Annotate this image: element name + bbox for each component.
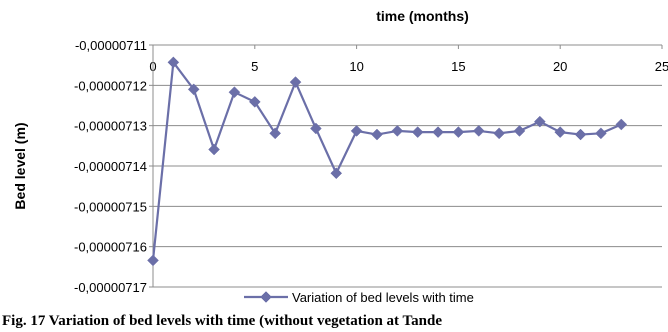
y-tick-label: -0,00000711	[75, 38, 147, 53]
data-point	[391, 125, 404, 137]
data-point	[411, 126, 424, 138]
data-point	[472, 125, 485, 137]
data-point	[371, 128, 383, 141]
x-tick-label: 15	[451, 59, 465, 74]
y-axis: -0,00000711 -0,00000712 -0,00000713 -0,0000…	[74, 38, 154, 295]
data-point	[554, 126, 567, 138]
y-tick-label: -0,00000717	[74, 280, 147, 295]
data-point	[167, 56, 180, 69]
data-point	[208, 143, 220, 156]
x-tick-label: 5	[251, 59, 258, 74]
y-tick-label: -0,00000712	[74, 78, 147, 93]
data-point	[330, 167, 343, 180]
data-point	[432, 126, 444, 138]
data-point	[228, 86, 241, 99]
data-point	[269, 127, 282, 140]
gridlines	[153, 44, 662, 288]
legend-marker	[260, 291, 272, 303]
data-point	[513, 125, 526, 137]
data-point	[187, 83, 200, 96]
legend: Variation of bed levels with time	[244, 290, 474, 305]
x-tick-label: 25	[655, 59, 668, 74]
x-axis-title: time (months)	[376, 8, 469, 24]
series-line	[151, 61, 622, 261]
y-tick-label: -0,00000714	[74, 159, 147, 174]
data-point	[533, 115, 546, 128]
data-point	[310, 122, 322, 135]
data-point	[452, 126, 465, 138]
y-tick-label: -0,00000716	[74, 240, 147, 255]
data-point	[493, 127, 505, 140]
figure-caption: Fig. 17 Variation of bed levels with tim…	[2, 313, 443, 329]
y-tick-label: -0,00000713	[74, 119, 147, 134]
data-point	[147, 254, 159, 267]
data-series	[147, 56, 628, 267]
x-tick-label: 20	[553, 59, 567, 74]
data-point	[350, 125, 363, 137]
x-tick-label: 10	[349, 59, 363, 74]
y-tick-label: -0,00000715	[74, 199, 147, 214]
bed-level-chart: 0510152025 -0,00000711-0,00000712-0,0000…	[12, 8, 668, 305]
legend-label: Variation of bed levels with time	[292, 290, 474, 305]
x-axis: 0510152025	[149, 44, 668, 74]
data-point	[595, 127, 607, 140]
data-point	[248, 96, 261, 108]
data-point	[574, 128, 587, 141]
data-point	[289, 76, 302, 88]
data-point	[615, 118, 628, 131]
y-axis-title: Bed level (m)	[12, 122, 28, 209]
